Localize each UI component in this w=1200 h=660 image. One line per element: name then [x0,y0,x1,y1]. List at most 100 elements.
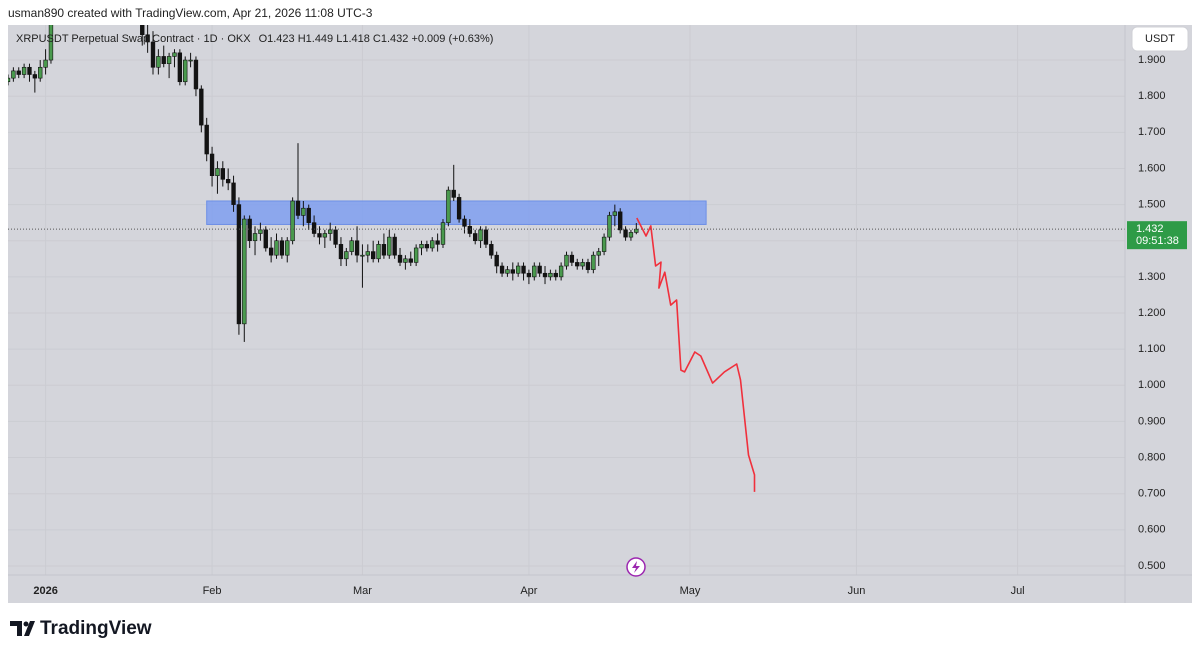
candle-body [403,258,408,263]
candle-body [424,244,430,249]
candle-body [38,66,43,79]
candle-body [344,251,349,260]
candle-body [408,258,413,263]
lightning-glyph [632,561,640,573]
resistance-zone [206,200,707,225]
candle-body [301,207,306,216]
y-tick-label: 1.100 [1138,343,1166,355]
last-price-box [1127,221,1187,250]
candle-body [553,272,558,278]
x-tick-label: Jun [848,585,866,597]
header-text: usman890 created with TradingView.com, A… [8,6,373,20]
candle-body [515,265,521,274]
candle-body [462,218,467,227]
candle-body [381,244,387,256]
candle-body [285,240,290,256]
candle-body [317,233,322,238]
candle-body [279,240,285,256]
candle-body [21,66,27,75]
candle-body [252,233,258,242]
candle-body [569,254,575,263]
candle-body [193,59,199,90]
y-tick-label: 1.000 [1138,379,1166,391]
candle-body [48,25,54,61]
candle-body [499,265,505,274]
y-tick-label: 0.700 [1138,488,1166,500]
candle-body [392,236,397,256]
candle-body [145,34,150,43]
candle-body [27,66,32,75]
candle-body [209,153,215,176]
candle-body [354,240,360,256]
ohlc-legend: O1.423 H1.449 L1.418 C1.432 +0.009 (+0.6… [259,33,494,45]
candle-body [548,272,553,278]
candle-body [43,59,48,68]
chart-panel [8,25,1192,603]
candle-body [397,254,403,263]
candle-body [532,265,537,278]
candle-body [580,262,585,267]
candle-body [306,207,311,223]
candle-body [188,59,193,62]
candle-body [505,269,510,274]
candle-body [564,254,569,267]
x-tick-label: Feb [203,585,222,597]
candle-body [220,168,225,180]
candle-body [483,229,489,245]
candle-body [446,189,451,223]
candle-body [628,232,634,238]
candle-body [16,70,21,75]
candle-body [150,41,156,68]
candle-body [558,265,564,278]
candle-body [387,236,392,256]
y-tick-label: 1.800 [1138,90,1166,102]
countdown-label: 09:51:38 [1136,235,1179,247]
axes: 0.500 0.600 0.700 0.800 0.900 1.000 1.100 1.200… [33,54,1187,597]
candle-body [365,251,370,256]
candle-body [172,52,177,57]
candle-body [607,215,612,238]
x-tick-label: 2026 [33,585,57,597]
candle-body [204,124,209,155]
candle-body [419,244,424,249]
candle-body [166,56,172,64]
candle-body [521,265,526,274]
candle-body [440,222,446,245]
y-tick-label: 0.800 [1138,451,1166,463]
x-tick-label: Mar [353,585,372,597]
chart-title: XRPUSDT Perpetual Swap Contract · 1D · O… [16,33,251,45]
candle-body [634,228,639,233]
candle-body [236,204,242,325]
candle-body [435,240,440,245]
y-tick-label: 0.900 [1138,415,1166,427]
y-tick-label: 1.200 [1138,307,1166,319]
candle-body [478,229,483,242]
candle-body [161,56,166,64]
x-tick-label: Apr [520,585,537,597]
plot-area [8,25,1125,492]
candle-body [575,262,580,267]
candle-body [328,229,333,234]
candle-body [601,236,607,252]
candle-body [494,254,499,267]
candle-body [473,233,478,242]
candle-body [183,59,188,83]
candle-body [32,74,38,79]
candle-body [376,244,381,260]
candle-body [467,225,473,234]
brand-logo [10,621,35,636]
candle-body [231,182,236,205]
candle-body [360,254,365,257]
currency-button[interactable] [1131,26,1189,52]
x-tick-label: May [680,585,701,597]
candle-body [596,251,601,256]
candle-body [456,197,462,220]
y-tick-label: 1.600 [1138,162,1166,174]
candle-body [349,240,354,252]
candle-body [247,218,252,242]
candle-body [290,200,295,242]
candle-body [199,88,204,126]
candle-body [295,200,301,216]
currency-button-label: USDT [1145,33,1175,45]
